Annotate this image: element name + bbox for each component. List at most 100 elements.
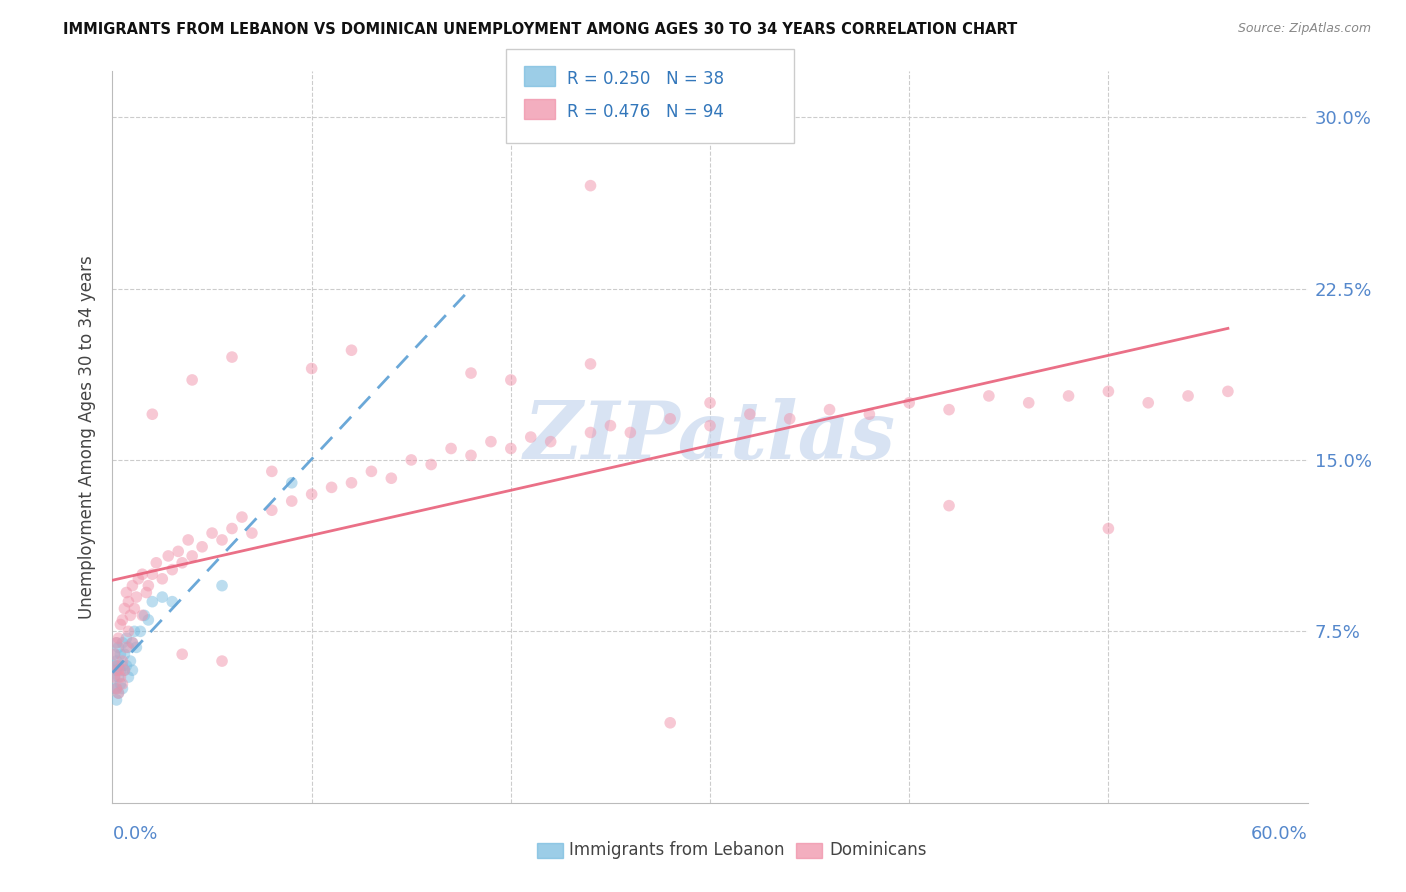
Point bbox=[479, 434, 502, 449]
Point bbox=[520, 430, 543, 444]
Point bbox=[107, 632, 129, 646]
Bar bbox=[537, 843, 562, 858]
Point bbox=[157, 549, 180, 563]
Point bbox=[131, 608, 153, 623]
Text: ZIPatlas: ZIPatlas bbox=[524, 399, 896, 475]
Point bbox=[105, 654, 128, 668]
Point bbox=[114, 601, 135, 615]
Point bbox=[107, 670, 129, 684]
Text: Dominicans: Dominicans bbox=[830, 841, 927, 859]
Point bbox=[619, 425, 641, 440]
Point bbox=[150, 590, 173, 604]
Point bbox=[162, 563, 183, 577]
Point bbox=[105, 636, 128, 650]
Point bbox=[114, 663, 135, 677]
Point bbox=[125, 590, 148, 604]
Point bbox=[124, 624, 146, 639]
Point bbox=[115, 658, 138, 673]
Point bbox=[129, 624, 152, 639]
Point bbox=[141, 407, 163, 421]
Point bbox=[779, 412, 801, 426]
Point bbox=[1097, 384, 1119, 399]
Point bbox=[579, 357, 602, 371]
Point bbox=[420, 458, 443, 472]
Point bbox=[145, 556, 167, 570]
Point bbox=[301, 487, 323, 501]
Point bbox=[340, 475, 363, 490]
Point bbox=[281, 475, 304, 490]
Point bbox=[231, 510, 253, 524]
Point bbox=[121, 636, 143, 650]
Point bbox=[221, 350, 243, 364]
Point bbox=[105, 681, 128, 696]
Point bbox=[103, 647, 125, 661]
Point bbox=[107, 658, 129, 673]
Point bbox=[360, 464, 382, 478]
Point bbox=[340, 343, 363, 358]
Point bbox=[111, 636, 134, 650]
Point bbox=[499, 373, 522, 387]
Point bbox=[1097, 521, 1119, 535]
Point bbox=[107, 686, 129, 700]
Point bbox=[117, 640, 139, 655]
Point bbox=[221, 521, 243, 535]
Point bbox=[105, 681, 128, 696]
Point bbox=[699, 396, 721, 410]
Point bbox=[114, 663, 135, 677]
Point bbox=[181, 373, 204, 387]
Point bbox=[1018, 396, 1040, 410]
Point bbox=[499, 442, 522, 456]
Point bbox=[440, 442, 463, 456]
Point bbox=[191, 540, 214, 554]
Point bbox=[177, 533, 200, 547]
Point bbox=[211, 579, 233, 593]
Point bbox=[138, 613, 160, 627]
Point bbox=[938, 499, 960, 513]
Point bbox=[172, 647, 194, 661]
Point bbox=[115, 585, 138, 599]
Point bbox=[114, 647, 135, 661]
Point bbox=[103, 647, 125, 661]
Point bbox=[460, 366, 482, 380]
Point bbox=[127, 572, 149, 586]
Text: 60.0%: 60.0% bbox=[1251, 825, 1308, 843]
Point bbox=[240, 526, 263, 541]
Point bbox=[111, 613, 134, 627]
Bar bbox=[796, 843, 823, 858]
Point bbox=[150, 572, 173, 586]
Point bbox=[738, 407, 761, 421]
Point bbox=[103, 670, 125, 684]
Point bbox=[260, 503, 283, 517]
Point bbox=[211, 533, 233, 547]
Point bbox=[977, 389, 1000, 403]
Point bbox=[110, 647, 132, 661]
Point bbox=[380, 471, 402, 485]
Text: R = 0.476   N = 94: R = 0.476 N = 94 bbox=[567, 103, 724, 120]
Point bbox=[579, 178, 602, 193]
Point bbox=[103, 670, 125, 684]
Point bbox=[579, 425, 602, 440]
Point bbox=[131, 567, 153, 582]
Point bbox=[898, 396, 921, 410]
Point bbox=[105, 693, 128, 707]
Point bbox=[1137, 396, 1160, 410]
Point bbox=[121, 663, 143, 677]
Point bbox=[281, 494, 304, 508]
Point bbox=[117, 624, 139, 639]
Point bbox=[599, 418, 621, 433]
Point bbox=[162, 595, 183, 609]
Point bbox=[105, 636, 128, 650]
Point bbox=[124, 601, 146, 615]
Point bbox=[110, 663, 132, 677]
Point bbox=[121, 636, 143, 650]
Point bbox=[135, 585, 157, 599]
Point bbox=[105, 658, 128, 673]
Point bbox=[699, 418, 721, 433]
Point bbox=[211, 654, 233, 668]
Text: IMMIGRANTS FROM LEBANON VS DOMINICAN UNEMPLOYMENT AMONG AGES 30 TO 34 YEARS CORR: IMMIGRANTS FROM LEBANON VS DOMINICAN UNE… bbox=[63, 22, 1018, 37]
Point bbox=[167, 544, 190, 558]
Text: R = 0.250   N = 38: R = 0.250 N = 38 bbox=[567, 70, 724, 87]
Point bbox=[1177, 389, 1199, 403]
Point bbox=[181, 549, 204, 563]
Point bbox=[301, 361, 323, 376]
